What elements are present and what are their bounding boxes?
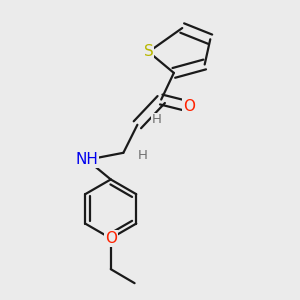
Text: O: O [105,231,117,246]
Text: S: S [144,44,154,59]
Text: NH: NH [76,152,98,167]
Text: H: H [137,149,147,162]
Text: H: H [152,113,161,126]
Text: O: O [183,99,195,114]
